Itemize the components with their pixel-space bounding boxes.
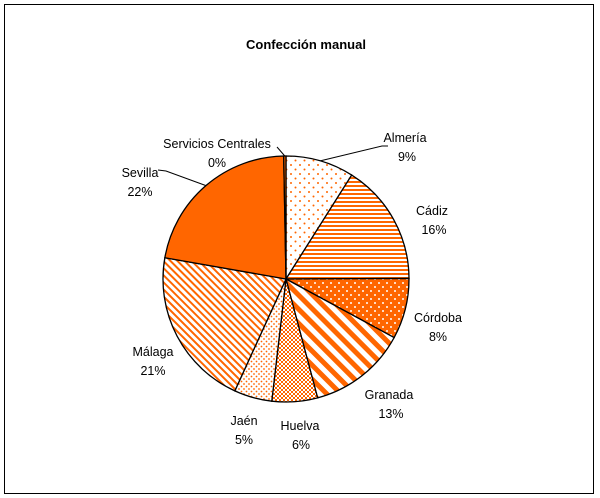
slice-percent: 6% (292, 438, 310, 452)
chart-title: Confección manual (246, 37, 366, 52)
slice-percent: 8% (429, 330, 447, 344)
slice-name: Córdoba (414, 311, 462, 325)
slice-label-sevilla: Sevilla 22% (122, 166, 159, 199)
slice-label-jaen: Jaén 5% (230, 414, 257, 447)
slice-name: Servicios Centrales (163, 137, 271, 151)
slice-name: Sevilla (122, 166, 159, 180)
slice-name: Málaga (133, 345, 174, 359)
slice-percent: 13% (378, 407, 403, 421)
slice-label-granada: Granada 13% (365, 388, 414, 421)
slice-label-servicios-centrales: Servicios Centrales 0% (163, 137, 271, 170)
slice-name: Huelva (281, 419, 320, 433)
slice-label-malaga: Málaga 21% (133, 345, 174, 378)
leader-line-almeria (320, 145, 388, 162)
slice-percent: 5% (235, 433, 253, 447)
slice-name: Jaén (230, 414, 257, 428)
slice-label-cordoba: Córdoba 8% (414, 311, 462, 344)
slice-percent: 16% (421, 223, 446, 237)
slice-label-cadiz: Cádiz 16% (416, 204, 448, 237)
slice-name: Cádiz (416, 204, 448, 218)
pie-slice-cadiz (284, 174, 410, 280)
leader-line-servicios (276, 146, 286, 157)
slice-label-huelva: Huelva 6% (281, 419, 320, 452)
pie-slice-malaga (162, 256, 287, 392)
pie-slice-servicios (283, 155, 287, 280)
pie-slice-granada (284, 277, 396, 399)
pie-leader-lines (157, 145, 388, 187)
pie-slices (162, 155, 410, 403)
leader-line-sevilla (157, 169, 207, 187)
slice-label-almeria: Almería 9% (383, 131, 426, 164)
slice-name: Almería (383, 131, 426, 145)
pie-slice-sevilla (164, 155, 287, 280)
slice-name: Granada (365, 388, 414, 402)
slice-percent: 0% (208, 156, 226, 170)
slice-percent: 9% (398, 150, 416, 164)
pie-chart: Confección manual Almería 9% Cádiz 16% C… (122, 37, 462, 452)
slice-percent: 21% (140, 364, 165, 378)
chart-frame: Confección manual Almería 9% Cádiz 16% C… (4, 4, 594, 494)
slice-percent: 22% (127, 185, 152, 199)
